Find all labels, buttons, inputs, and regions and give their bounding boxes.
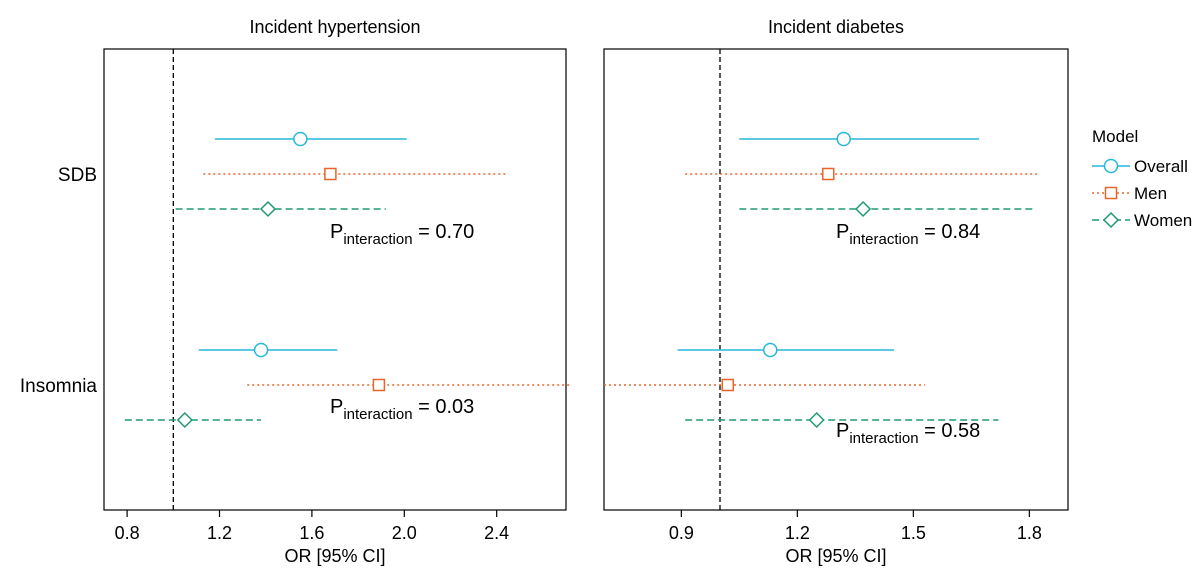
point-marker-men xyxy=(721,378,734,392)
p-prefix: P xyxy=(836,221,849,243)
legend-marker-women xyxy=(1102,211,1120,229)
point-marker-women xyxy=(176,411,193,429)
p-subscript: interaction xyxy=(343,406,412,423)
p-value: = 0.84 xyxy=(919,221,981,243)
row-label-sdb: SDB xyxy=(58,165,97,186)
p-interaction-label: Pinteraction = 0.70 xyxy=(330,221,474,248)
legend-label: Women xyxy=(1134,211,1192,230)
group-sdb: Pinteraction = 0.84 xyxy=(685,131,1038,248)
point-marker-overall xyxy=(253,342,269,358)
legend-label: Men xyxy=(1134,184,1167,203)
plot-frame xyxy=(603,48,1069,511)
panel-title: Incident diabetes xyxy=(768,17,904,37)
x-tick-label: 2.4 xyxy=(484,523,509,543)
legend-title: Model xyxy=(1092,127,1138,146)
panel-title: Incident hypertension xyxy=(249,17,420,37)
legend-marker-men xyxy=(1104,186,1118,200)
x-axis-label: OR [95% CI] xyxy=(284,546,385,566)
p-subscript: interaction xyxy=(343,231,412,248)
p-prefix: P xyxy=(330,396,343,418)
panel-hypertension: Incident hypertension 0.8 1.2 1.6 2.0 2.4 OR [… xyxy=(103,17,571,566)
point-marker-overall xyxy=(836,131,851,147)
x-tick-label: 1.5 xyxy=(901,523,926,543)
x-tick-label: 2.0 xyxy=(392,523,417,543)
x-tick-label: 1.8 xyxy=(1017,523,1042,543)
group-insomnia: Pinteraction = 0.58 xyxy=(604,342,999,447)
legend-label: Overall xyxy=(1134,157,1188,176)
x-tick-label: 1.6 xyxy=(299,523,324,543)
panel-diabetes: Incident diabetes 0.9 1.2 1.5 1.8 OR [95% CI]… xyxy=(603,17,1069,566)
point-marker-overall xyxy=(293,131,308,147)
x-tick-label: 0.9 xyxy=(669,523,694,543)
point-marker-men xyxy=(822,167,835,181)
point-marker-women xyxy=(855,200,872,218)
point-marker-overall xyxy=(763,342,778,358)
point-marker-men xyxy=(324,167,337,181)
p-prefix: P xyxy=(836,420,849,442)
legend-marker-overall xyxy=(1103,158,1119,174)
p-subscript: interaction xyxy=(849,430,918,447)
point-marker-women xyxy=(808,411,825,429)
x-tick-label: 1.2 xyxy=(785,523,810,543)
p-prefix: P xyxy=(330,221,343,243)
x-axis-label: OR [95% CI] xyxy=(785,546,886,566)
p-interaction-label: Pinteraction = 0.58 xyxy=(836,420,980,447)
p-value: = 0.70 xyxy=(413,221,475,243)
p-interaction-label: Pinteraction = 0.03 xyxy=(330,396,474,423)
p-value: = 0.58 xyxy=(919,420,981,442)
plot-frame xyxy=(103,48,567,511)
point-marker-women xyxy=(259,200,277,218)
row-label-insomnia: Insomnia xyxy=(20,376,98,397)
point-marker-men xyxy=(372,378,386,392)
group-insomnia: Pinteraction = 0.03 xyxy=(124,342,571,429)
p-subscript: interaction xyxy=(849,231,918,248)
legend: Model Overall Men Women xyxy=(1092,127,1192,230)
p-interaction-label: Pinteraction = 0.84 xyxy=(836,221,980,248)
x-tick-label: 1.2 xyxy=(207,523,232,543)
x-tick-label: 0.8 xyxy=(115,523,140,543)
p-value: = 0.03 xyxy=(413,396,475,418)
group-sdb: Pinteraction = 0.70 xyxy=(175,131,506,248)
